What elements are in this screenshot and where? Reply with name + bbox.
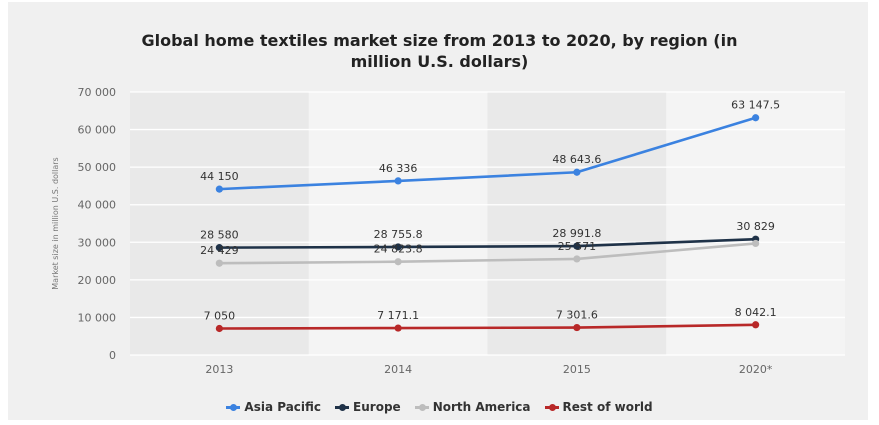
column-band xyxy=(487,92,667,355)
chart-title: Global home textiles market size from 20… xyxy=(0,30,879,72)
data-point xyxy=(752,321,760,329)
data-label: 8 042.1 xyxy=(735,306,777,319)
data-point xyxy=(215,185,223,193)
data-label: 28 991.8 xyxy=(552,227,601,240)
data-point xyxy=(573,323,581,332)
y-axis-label: Market size in million U.S. dollars xyxy=(51,157,60,289)
y-tick-label: 30 000 xyxy=(78,236,117,249)
data-point xyxy=(573,242,581,250)
data-label: 7 301.6 xyxy=(556,309,598,322)
y-tick-label: 40 000 xyxy=(78,199,117,212)
column-band xyxy=(130,92,309,355)
data-label: 7 171.1 xyxy=(377,309,419,322)
data-label: 25 571 xyxy=(558,240,597,253)
legend-swatch xyxy=(544,403,559,411)
data-label: 46 336 xyxy=(379,162,418,175)
data-label: 28 580 xyxy=(200,229,239,242)
legend-entry[interactable]: North America xyxy=(414,400,531,414)
legend-label: Europe xyxy=(353,400,401,414)
data-label: 28 755.8 xyxy=(374,228,423,241)
series-line xyxy=(219,242,756,265)
y-tick-label: 50 000 xyxy=(78,161,117,174)
data-point xyxy=(215,244,223,252)
legend-label: Rest of world xyxy=(562,400,653,414)
column-band xyxy=(308,92,488,355)
data-point xyxy=(394,243,402,251)
x-tick-label: 2015 xyxy=(563,363,591,376)
y-tick-label: 0 xyxy=(109,349,116,362)
y-tick-label: 60 000 xyxy=(78,124,117,137)
legend-entry[interactable]: Asia Pacific xyxy=(226,400,321,414)
data-label: 30 829 xyxy=(736,220,775,233)
data-label: 63 147.5 xyxy=(731,99,780,112)
series-line xyxy=(219,237,756,249)
x-tick-label: 2020* xyxy=(739,363,773,376)
data-label: 44 150 xyxy=(200,170,239,183)
legend-swatch xyxy=(226,403,241,411)
legend-swatch xyxy=(335,403,350,411)
data-label: 24 823.8 xyxy=(374,243,423,256)
data-point xyxy=(394,177,402,185)
data-point xyxy=(394,324,402,332)
data-point xyxy=(394,258,402,266)
data-label: 24 429 xyxy=(200,244,239,257)
series-line xyxy=(219,116,757,191)
legend-label: Asia Pacific xyxy=(244,400,322,414)
y-tick-label: 70 000 xyxy=(78,86,117,99)
data-point xyxy=(215,259,223,267)
data-point xyxy=(573,255,581,263)
data-label: 7 050 xyxy=(204,310,236,323)
x-tick-label: 2013 xyxy=(205,363,233,376)
legend-entry[interactable]: Europe xyxy=(335,400,401,414)
legend-label: North America xyxy=(432,400,531,414)
series-line xyxy=(219,323,756,330)
y-tick-label: 10 000 xyxy=(78,311,117,324)
data-point xyxy=(215,324,223,333)
data-label: 48 643.6 xyxy=(552,153,601,166)
legend-swatch xyxy=(414,403,429,411)
y-tick-label: 20 000 xyxy=(78,274,117,287)
data-point xyxy=(752,114,760,122)
data-point xyxy=(573,168,581,176)
chart-title-line-1: Global home textiles market size from 20… xyxy=(141,31,738,50)
data-point xyxy=(752,239,760,248)
legend-entry[interactable]: Rest of world xyxy=(544,400,653,414)
x-tick-label: 2014 xyxy=(384,363,412,376)
chart-title-line-2: million U.S. dollars) xyxy=(350,52,529,71)
chart-legend: Asia Pacific Europe North America Rest of w… xyxy=(0,400,879,414)
